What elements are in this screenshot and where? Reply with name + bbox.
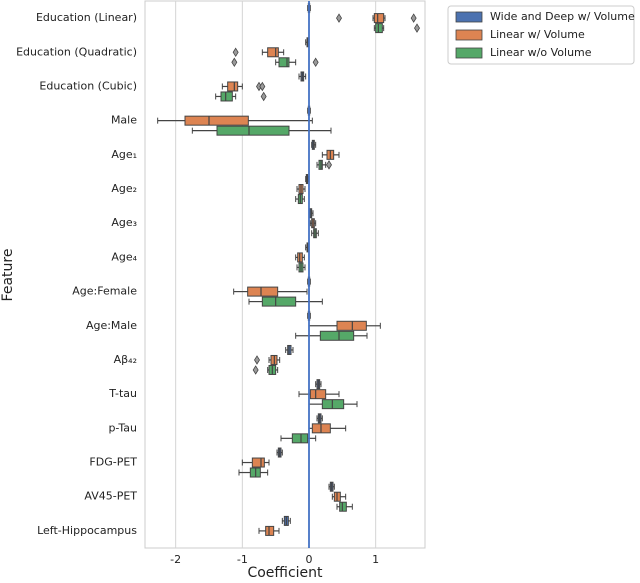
box [265,525,275,536]
outlier [254,355,260,365]
box [373,13,385,24]
y-tick-label: Age₃ [111,216,137,229]
y-axis-title: Feature [0,249,16,302]
outlier [410,13,417,23]
x-tick-label: 1 [372,553,379,566]
legend-label: Linear w/ Volume [490,28,585,41]
box [336,320,367,331]
y-tick-label: Education (Linear) [36,11,137,24]
y-tick-label: Age:Male [86,319,137,332]
plot-area [144,0,426,549]
y-tick-label: Aβ₄₂ [114,353,137,366]
legend-label: Linear w/o Volume [490,46,592,59]
outlier [231,57,238,68]
y-tick-label: Education (Quadratic) [16,45,137,58]
box [375,23,383,34]
x-tick-label: 0 [306,553,313,566]
outlier [336,13,342,23]
box [291,433,309,444]
box [267,47,279,58]
box [227,81,239,92]
y-tick-label: Age₄ [111,250,137,263]
y-tick-label: AV45-PET [84,490,137,503]
y-tick-label: T-tau [108,387,137,400]
box [309,389,327,400]
outlier [232,47,239,58]
x-axis-title: Coefficient [247,565,323,581]
box [339,501,347,512]
legend-label: Wide and Deep w/ Volume [490,10,635,23]
y-tick-label: Age₁ [111,148,137,161]
box [220,91,233,102]
legend-swatch [455,29,483,41]
box [319,330,355,341]
box [184,115,249,126]
outlier [312,57,319,68]
x-tick-label: -1 [237,553,248,566]
outlier [260,91,267,102]
outlier [259,81,266,92]
y-tick-label: Age₂ [111,182,137,195]
legend-swatch [455,11,483,23]
box [278,57,290,68]
y-tick-label: Education (Cubic) [39,79,137,92]
box [321,399,345,410]
box [247,286,279,297]
y-tick-label: Male [111,114,137,127]
outlier [326,160,332,170]
outlier [252,365,259,375]
legend [447,5,635,65]
box [261,296,297,307]
legend-swatch [455,47,483,59]
box [251,457,265,468]
box [216,125,290,136]
y-tick-label: Left-Hippocampus [37,524,137,537]
y-tick-label: p-Tau [108,421,137,434]
outlier [414,23,420,33]
y-tick-label: Age:Female [72,285,137,298]
y-tick-label: FDG-PET [89,456,137,469]
x-tick-label: -2 [170,553,181,566]
